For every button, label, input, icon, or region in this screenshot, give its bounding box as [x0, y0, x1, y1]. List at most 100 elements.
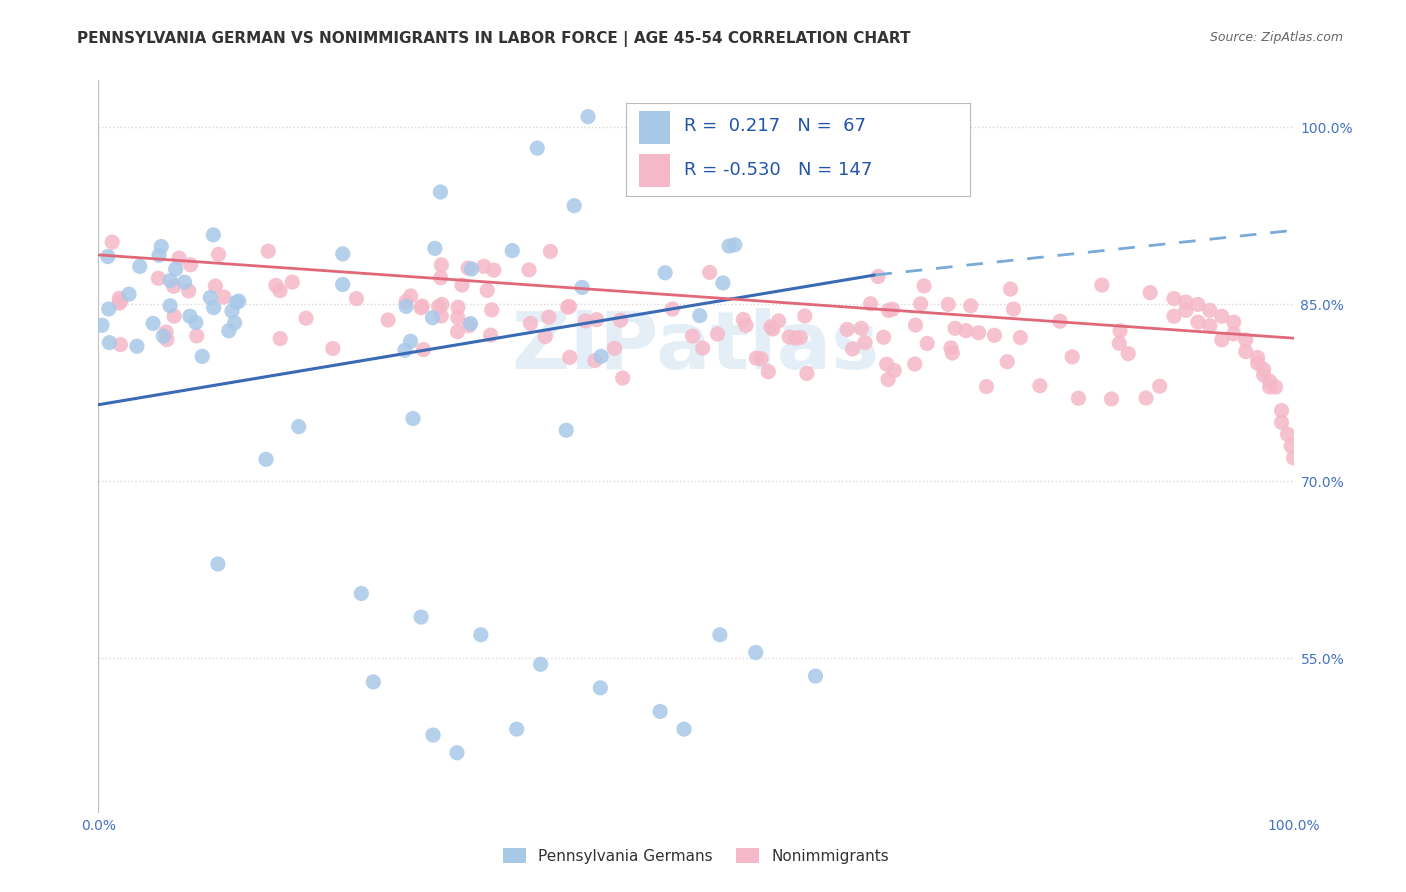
Point [350, 586, 373, 600]
Point [1253, 362, 1275, 376]
Point [179, 310, 201, 324]
Point [759, 319, 782, 334]
Point [191, 350, 214, 364]
Point [778, 330, 800, 344]
Text: ZIPatlas: ZIPatlas [512, 309, 880, 386]
Point [446, 325, 468, 339]
Point [173, 275, 195, 289]
Point [1149, 379, 1171, 393]
Point [768, 314, 790, 328]
Point [983, 328, 1005, 343]
Point [941, 346, 963, 360]
Point [457, 261, 479, 276]
Point [1029, 378, 1052, 392]
Point [785, 331, 807, 345]
Point [762, 322, 785, 336]
Legend: Pennsylvania Germans, Nonimmigrants: Pennsylvania Germans, Nonimmigrants [498, 842, 894, 870]
Point [207, 247, 229, 261]
Point [460, 262, 482, 277]
Point [1282, 450, 1305, 465]
Bar [640, 154, 671, 187]
Point [682, 329, 704, 343]
Point [745, 645, 768, 659]
Point [110, 337, 132, 351]
Point [876, 357, 898, 371]
Point [202, 227, 225, 242]
Point [430, 297, 453, 311]
Point [976, 379, 998, 393]
Point [167, 251, 190, 265]
Point [184, 316, 207, 330]
Point [202, 301, 225, 315]
Point [287, 419, 309, 434]
Point [706, 327, 728, 342]
Text: R =  0.217   N =  67: R = 0.217 N = 67 [685, 118, 866, 136]
Point [108, 291, 131, 305]
Point [207, 557, 229, 571]
Point [395, 299, 418, 313]
Point [955, 324, 977, 338]
Point [163, 309, 186, 323]
Point [517, 263, 540, 277]
Point [733, 312, 755, 326]
Point [1175, 295, 1198, 310]
Point [472, 260, 495, 274]
Point [1091, 278, 1114, 293]
Point [91, 318, 114, 333]
Point [1187, 297, 1209, 311]
Point [883, 363, 905, 377]
Point [409, 301, 432, 315]
Point [97, 250, 120, 264]
Point [1223, 315, 1246, 329]
Text: R = -0.530   N = 147: R = -0.530 N = 147 [685, 161, 873, 178]
Point [904, 357, 927, 371]
Text: Source: ZipAtlas.com: Source: ZipAtlas.com [1209, 31, 1343, 45]
Point [912, 278, 935, 293]
Point [224, 316, 246, 330]
Point [995, 354, 1018, 368]
Point [1049, 314, 1071, 328]
Point [447, 310, 470, 325]
Point [882, 302, 904, 317]
Point [1067, 391, 1090, 405]
Point [589, 350, 612, 364]
Point [477, 284, 499, 298]
Point [346, 292, 368, 306]
Point [422, 310, 444, 325]
Point [859, 297, 882, 311]
Point [1099, 392, 1122, 406]
Point [1000, 282, 1022, 296]
Point [1199, 303, 1222, 318]
Point [562, 199, 585, 213]
Point [479, 328, 502, 343]
Point [793, 309, 815, 323]
Point [228, 294, 250, 309]
Point [225, 295, 247, 310]
Point [574, 314, 596, 328]
Point [395, 294, 418, 309]
Point [159, 273, 181, 287]
Point [412, 343, 434, 357]
Point [148, 248, 170, 262]
Point [1234, 344, 1257, 359]
Point [254, 452, 277, 467]
Point [868, 269, 890, 284]
Point [1253, 368, 1275, 383]
Point [538, 244, 561, 259]
Point [148, 271, 170, 285]
Point [221, 304, 243, 318]
Point [470, 628, 492, 642]
Point [460, 317, 482, 331]
Point [269, 332, 291, 346]
Point [501, 244, 523, 258]
Point [411, 299, 433, 313]
Point [648, 705, 672, 719]
Point [571, 280, 593, 294]
Text: PENNSYLVANIA GERMAN VS NONIMMIGRANTS IN LABOR FORCE | AGE 45-54 CORRELATION CHAR: PENNSYLVANIA GERMAN VS NONIMMIGRANTS IN … [77, 31, 911, 47]
Point [159, 299, 181, 313]
Point [835, 322, 858, 336]
Point [363, 675, 385, 690]
Point [180, 258, 202, 272]
Point [967, 326, 990, 340]
Point [534, 329, 557, 343]
